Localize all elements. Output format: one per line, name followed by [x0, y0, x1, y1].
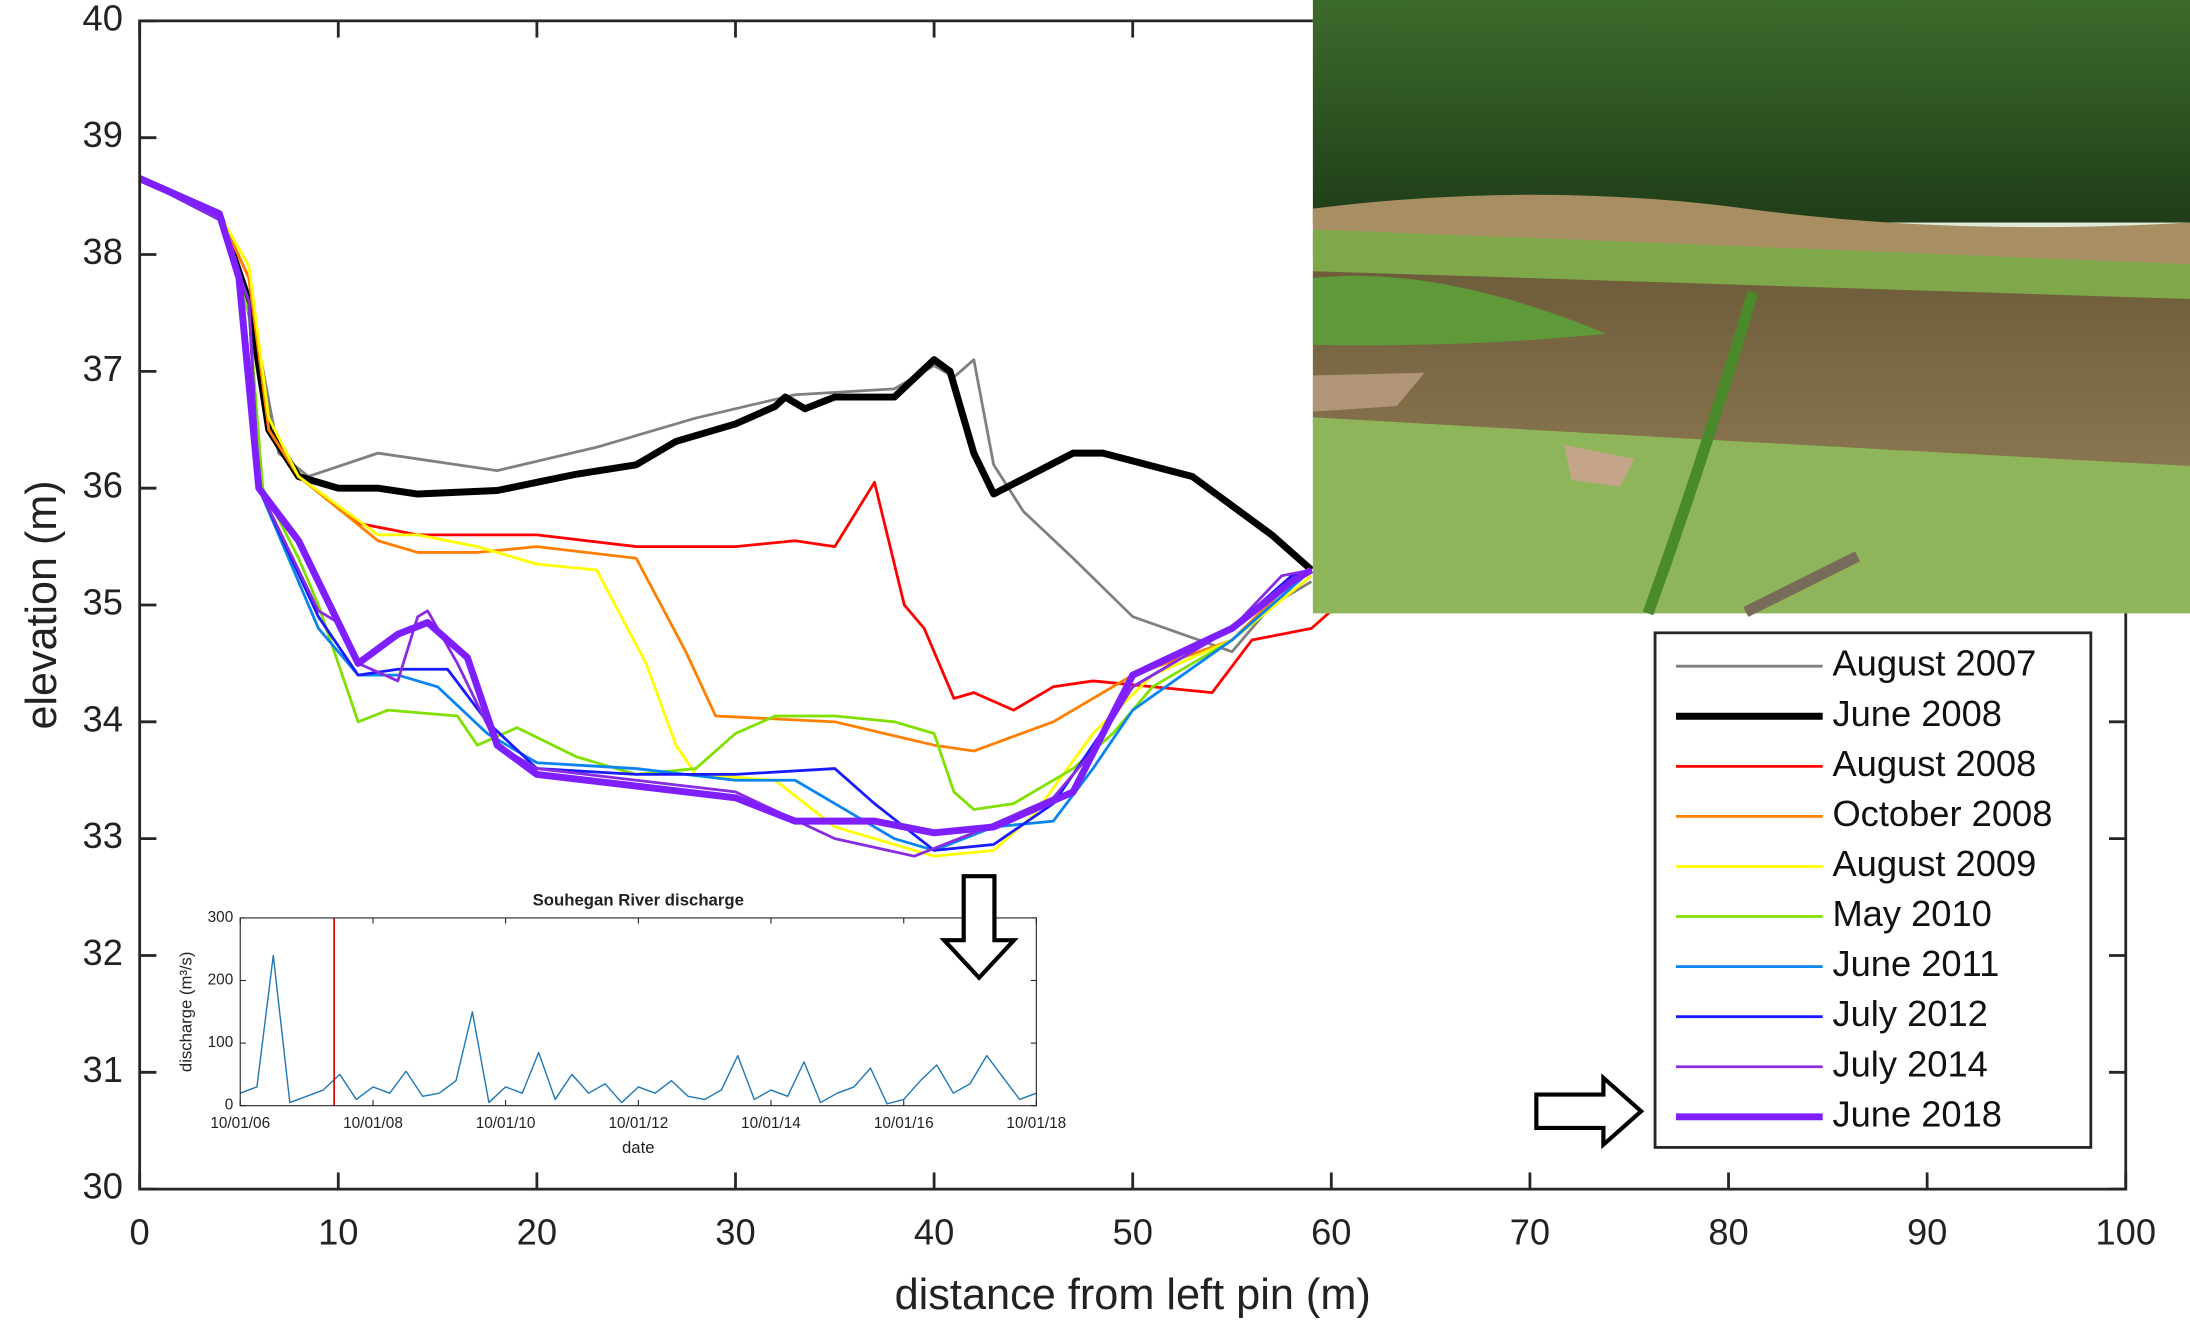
legend-label: August 2008 [1832, 743, 2036, 784]
forest [1312, 0, 2190, 223]
series-group [239, 954, 1037, 1105]
legend-label: June 2008 [1832, 693, 2002, 734]
chart: 10/01/06 10/01/08 10/01/10 10/01/12 10/01/14… [177, 891, 1067, 1158]
x-tick-label: 10/01/08 [343, 1115, 403, 1132]
data-line [138, 175, 1314, 837]
y-tick-label: 100 [208, 1034, 234, 1051]
legend-label: August 2009 [1832, 843, 2036, 884]
x-tick-label: 10/01/16 [874, 1115, 934, 1132]
y-tick-label: 36 [83, 465, 123, 506]
y-axis-label: discharge (m³/s) [177, 952, 196, 1073]
x-tick-label: 10/01/12 [608, 1115, 668, 1132]
data-line [139, 177, 1313, 753]
y-tick-label: 38 [83, 231, 123, 272]
legend-label: August 2007 [1832, 643, 2036, 684]
legend-label: July 2012 [1832, 993, 1987, 1034]
legend-label: June 2018 [1832, 1093, 2002, 1134]
y-tick-label: 30 [83, 1166, 123, 1207]
legend-label: May 2010 [1832, 893, 1991, 934]
right-arrow [1534, 1073, 1645, 1150]
x-tick-label: 10 [318, 1212, 358, 1253]
y-tick-label: 200 [208, 972, 234, 989]
x-tick-label: 10/01/18 [1006, 1115, 1066, 1132]
x-tick-label: 10/01/10 [476, 1115, 536, 1132]
down-arrow [939, 874, 1019, 981]
data-line [138, 175, 1314, 573]
x-tick-label: 10/01/14 [741, 1115, 801, 1132]
log [1743, 551, 1861, 617]
gravel [1312, 372, 1425, 412]
y-axis-label: elevation (m) [18, 480, 66, 729]
x-tick-label: 80 [1708, 1212, 1748, 1253]
sapling [1642, 290, 1759, 616]
x-tick-label: 60 [1311, 1212, 1351, 1253]
chart-title: Souhegan River discharge [533, 891, 744, 910]
rock [1564, 445, 1635, 487]
x-tick-label: 70 [1510, 1212, 1550, 1253]
island [1312, 275, 1607, 346]
series-group [138, 175, 1333, 858]
x-axis-label: distance from left pin (m) [895, 1271, 1371, 1319]
data-line [239, 954, 1037, 1105]
x-tick-label: 50 [1113, 1212, 1153, 1253]
data-line [139, 177, 1313, 811]
plot-area [240, 917, 1037, 1106]
y-tick-label: 35 [83, 582, 123, 623]
legend-label: October 2008 [1832, 793, 2052, 834]
y-tick-label: 32 [83, 932, 123, 973]
y-tick-label: 33 [83, 815, 123, 856]
arrow-shape [1534, 1073, 1645, 1150]
y-tick-label: 300 [208, 909, 234, 926]
x-tick-label: 20 [517, 1212, 557, 1253]
y-tick-label: 40 [83, 0, 123, 38]
x-tick-label: 100 [2095, 1212, 2156, 1253]
y-tick-label: 31 [83, 1049, 123, 1090]
x-tick-label: 90 [1907, 1212, 1947, 1253]
y-tick-label: 34 [83, 698, 123, 739]
foreground [1312, 417, 2190, 614]
legend-label: July 2014 [1832, 1043, 1987, 1084]
x-tick-label: 40 [914, 1212, 954, 1253]
legend-label: June 2011 [1832, 943, 1999, 984]
y-tick-label: 37 [83, 348, 123, 389]
x-tick-label: 0 [130, 1212, 150, 1253]
x-tick-label: 30 [715, 1212, 755, 1253]
y-tick-label: 39 [83, 114, 123, 155]
y-tick-label: 0 [225, 1097, 234, 1114]
x-axis-label: date [622, 1138, 655, 1157]
arrow-shape [939, 874, 1019, 981]
x-tick-label: 10/01/06 [210, 1115, 270, 1132]
legend: August 2007 June 2008 August 2008 October 2… [1653, 631, 2093, 1149]
photo [1312, 0, 2190, 617]
